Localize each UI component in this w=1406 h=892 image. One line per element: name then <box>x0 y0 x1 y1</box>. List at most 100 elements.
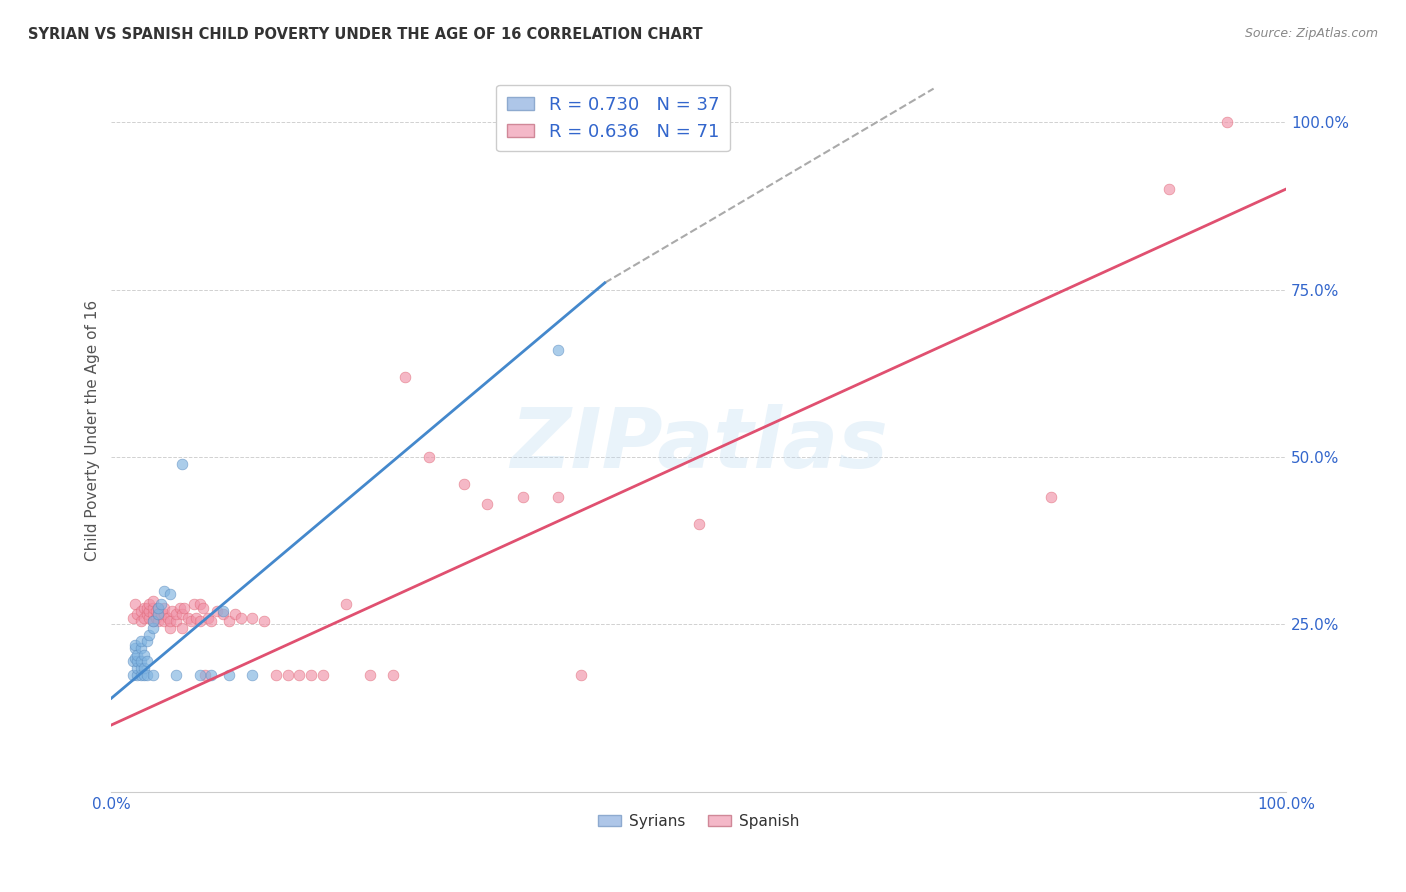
Point <box>124 640 146 655</box>
Point <box>218 614 240 628</box>
Point <box>141 594 163 608</box>
Point <box>121 667 143 681</box>
Point <box>138 598 160 612</box>
Point <box>149 607 172 622</box>
Point <box>127 648 149 662</box>
Point <box>129 667 152 681</box>
Point <box>200 667 222 681</box>
Point <box>418 450 440 464</box>
Point <box>124 651 146 665</box>
Point <box>135 634 157 648</box>
Point <box>129 614 152 628</box>
Point <box>224 607 246 622</box>
Point <box>170 457 193 471</box>
Point <box>229 611 252 625</box>
Point <box>129 634 152 648</box>
Point <box>277 667 299 681</box>
Point <box>169 600 191 615</box>
Point <box>188 598 211 612</box>
Point <box>121 611 143 625</box>
Point <box>165 667 187 681</box>
Point <box>124 598 146 612</box>
Point <box>148 607 170 622</box>
Point <box>197 611 219 625</box>
Point <box>127 607 149 622</box>
Point <box>162 604 184 618</box>
Point <box>148 614 170 628</box>
Point <box>138 611 160 625</box>
Point <box>134 648 156 662</box>
Point <box>135 667 157 681</box>
Point <box>288 667 311 681</box>
Point <box>159 614 181 628</box>
Point <box>135 607 157 622</box>
Point <box>129 640 152 655</box>
Point <box>512 490 534 504</box>
Point <box>153 614 176 628</box>
Point <box>183 598 205 612</box>
Point <box>194 667 217 681</box>
Point <box>200 614 222 628</box>
Point <box>394 369 416 384</box>
Legend: Syrians, Spanish: Syrians, Spanish <box>592 808 806 835</box>
Point <box>547 490 569 504</box>
Point <box>335 598 357 612</box>
Point <box>153 584 176 599</box>
Point <box>134 611 156 625</box>
Point <box>188 667 211 681</box>
Point <box>299 667 322 681</box>
Point <box>153 600 176 615</box>
Text: SYRIAN VS SPANISH CHILD POVERTY UNDER THE AGE OF 16 CORRELATION CHART: SYRIAN VS SPANISH CHILD POVERTY UNDER TH… <box>28 27 703 42</box>
Point <box>212 607 235 622</box>
Point <box>240 611 263 625</box>
Point <box>191 600 214 615</box>
Point <box>170 607 193 622</box>
Point <box>205 604 228 618</box>
Point <box>159 621 181 635</box>
Point <box>1040 490 1063 504</box>
Point <box>156 611 179 625</box>
Point <box>134 661 156 675</box>
Point <box>141 667 163 681</box>
Point <box>170 621 193 635</box>
Point <box>141 607 163 622</box>
Point <box>121 654 143 668</box>
Point <box>312 667 335 681</box>
Point <box>159 587 181 601</box>
Point <box>453 476 475 491</box>
Point <box>141 614 163 628</box>
Point <box>218 667 240 681</box>
Point <box>184 611 207 625</box>
Point <box>141 621 163 635</box>
Point <box>141 614 163 628</box>
Point <box>264 667 287 681</box>
Point <box>141 600 163 615</box>
Point <box>180 614 202 628</box>
Point <box>688 516 710 531</box>
Y-axis label: Child Poverty Under the Age of 16: Child Poverty Under the Age of 16 <box>86 300 100 561</box>
Point <box>165 607 187 622</box>
Text: Source: ZipAtlas.com: Source: ZipAtlas.com <box>1244 27 1378 40</box>
Point <box>135 654 157 668</box>
Point <box>359 667 381 681</box>
Point <box>127 654 149 668</box>
Point <box>134 600 156 615</box>
Point <box>148 607 170 622</box>
Point <box>1216 115 1239 129</box>
Point <box>129 604 152 618</box>
Point <box>129 661 152 675</box>
Point <box>148 600 170 615</box>
Point <box>177 611 200 625</box>
Point <box>127 661 149 675</box>
Point <box>145 604 167 618</box>
Point <box>477 497 499 511</box>
Point <box>240 667 263 681</box>
Point <box>135 600 157 615</box>
Point <box>547 343 569 357</box>
Point <box>1157 182 1180 196</box>
Point <box>148 600 170 615</box>
Point <box>212 604 235 618</box>
Point <box>253 614 276 628</box>
Point <box>153 607 176 622</box>
Point <box>124 638 146 652</box>
